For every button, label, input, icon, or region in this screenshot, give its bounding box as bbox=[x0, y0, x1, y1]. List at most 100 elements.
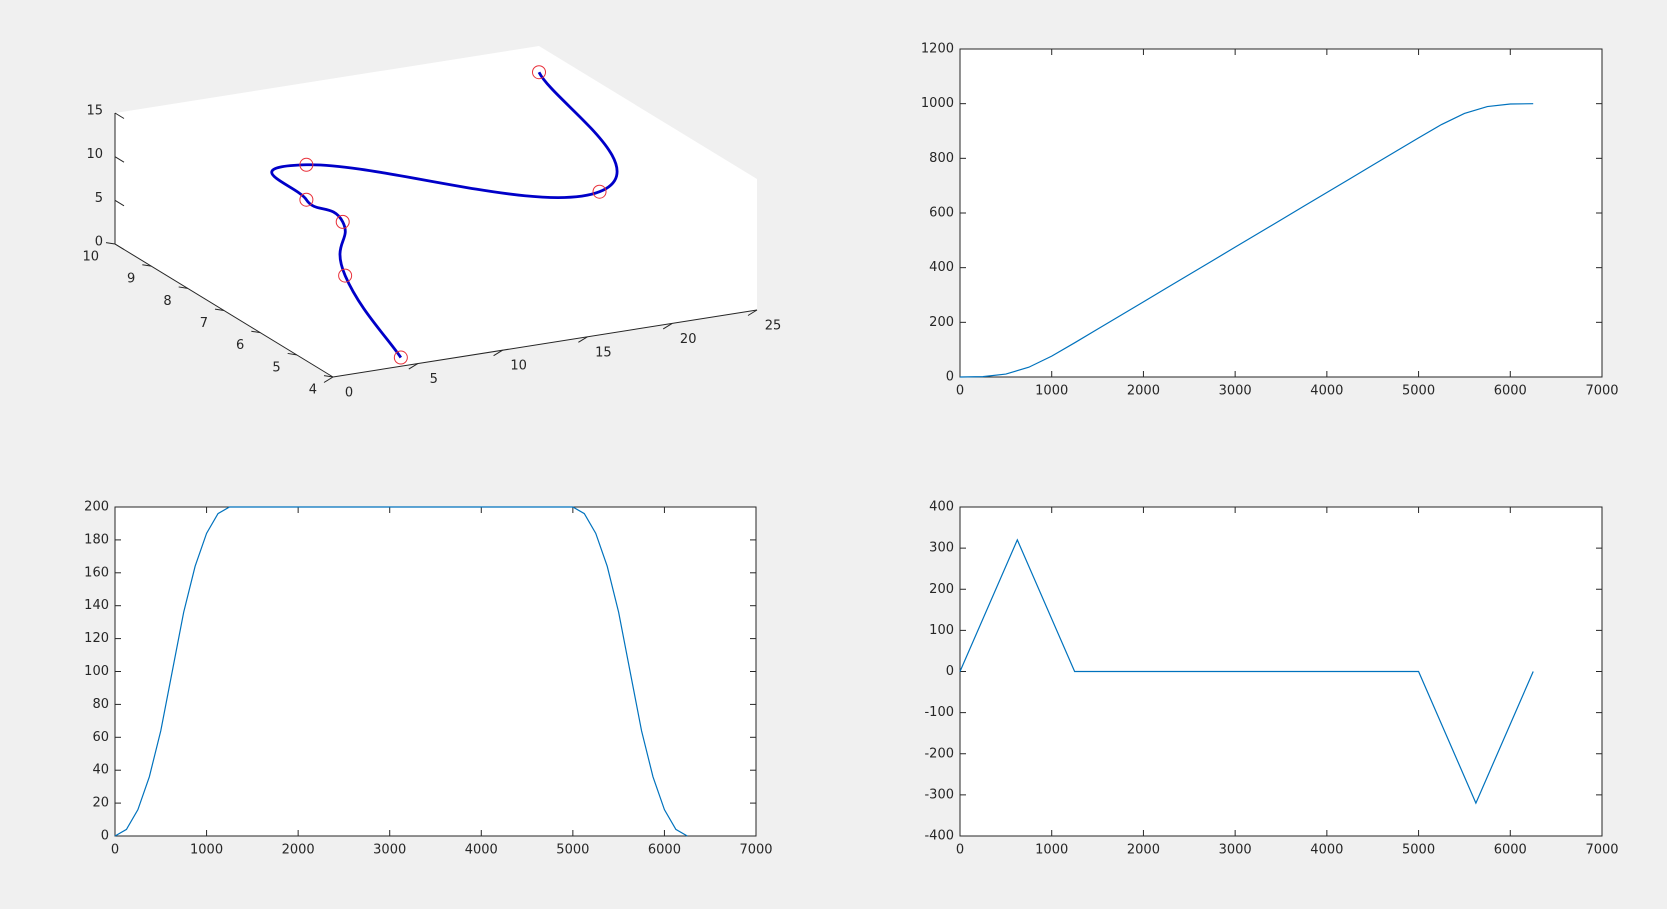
y-tick-label: 400 bbox=[929, 260, 954, 275]
y-tick-label: 6 bbox=[236, 338, 244, 353]
y-tick-label: 800 bbox=[929, 151, 954, 166]
x-tick-label: 6000 bbox=[1494, 843, 1527, 858]
x-tick-label: 10 bbox=[510, 359, 527, 374]
y-tick-label: 200 bbox=[929, 582, 954, 597]
z-tick-label: 0 bbox=[95, 235, 103, 250]
x-tick-label: 1000 bbox=[1035, 843, 1068, 858]
z-tick bbox=[114, 112, 125, 119]
x-tick bbox=[408, 363, 419, 370]
x-tick-label: 3000 bbox=[1219, 843, 1252, 858]
waypoint-marker bbox=[393, 350, 408, 365]
x-tick-label: 15 bbox=[595, 345, 612, 360]
x-tick-label: 4000 bbox=[1310, 843, 1343, 858]
x-tick-label: 7000 bbox=[1585, 384, 1618, 399]
y-tick-label: 400 bbox=[929, 500, 954, 515]
axis-line bbox=[332, 309, 758, 378]
x-tick-label: 2000 bbox=[282, 843, 315, 858]
x-tick-label: 1000 bbox=[190, 843, 223, 858]
x-tick-label: 6000 bbox=[1494, 384, 1527, 399]
z-tick bbox=[114, 243, 125, 250]
x-tick-label: 5000 bbox=[1402, 384, 1435, 399]
y-tick bbox=[105, 242, 116, 245]
y-tick bbox=[214, 308, 225, 311]
x-tick-label: 2000 bbox=[1127, 843, 1160, 858]
x-tick-label: 0 bbox=[956, 843, 964, 858]
x-tick-label: 1000 bbox=[1035, 384, 1068, 399]
y-tick-label: 600 bbox=[929, 206, 954, 221]
y-tick-label: 120 bbox=[84, 631, 109, 646]
x-tick-label: 6000 bbox=[648, 843, 681, 858]
data-line bbox=[959, 103, 1534, 378]
y-tick-label: -100 bbox=[924, 705, 954, 720]
axes-background bbox=[959, 48, 1603, 378]
y-tick-label: 1200 bbox=[921, 42, 954, 57]
x-tick-label: 0 bbox=[111, 843, 119, 858]
x-tick-label: 2000 bbox=[1127, 384, 1160, 399]
x-tick-label: 5 bbox=[430, 372, 438, 387]
data-line bbox=[114, 506, 688, 837]
y-tick-label: 140 bbox=[84, 598, 109, 613]
y-tick-label: 180 bbox=[84, 532, 109, 547]
waypoint-marker bbox=[299, 157, 314, 172]
x-tick-label: 3000 bbox=[1219, 384, 1252, 399]
x-tick-label: 4000 bbox=[1310, 384, 1343, 399]
x-tick bbox=[493, 349, 503, 357]
y-tick bbox=[142, 264, 152, 267]
y-tick-label: 60 bbox=[92, 730, 109, 745]
y-tick-label: 0 bbox=[101, 829, 109, 844]
z-tick bbox=[114, 156, 125, 163]
y-tick-label: 0 bbox=[946, 664, 954, 679]
y-tick bbox=[251, 330, 261, 334]
y-tick-label: 8 bbox=[163, 294, 171, 309]
y-tick-label: 80 bbox=[92, 697, 109, 712]
x-tick bbox=[662, 322, 673, 330]
z-tick-label: 15 bbox=[86, 104, 103, 119]
y-tick bbox=[178, 286, 188, 289]
axes-background bbox=[115, 46, 757, 377]
x-tick-label: 7000 bbox=[1585, 843, 1618, 858]
y-tick-label: 40 bbox=[92, 763, 109, 778]
y-tick-label: 300 bbox=[929, 541, 954, 556]
waypoint-marker bbox=[592, 184, 607, 199]
y-tick-label: -300 bbox=[924, 787, 954, 802]
x-tick bbox=[578, 336, 588, 343]
y-tick-label: 20 bbox=[92, 796, 109, 811]
x-tick bbox=[747, 309, 758, 316]
waypoint-marker bbox=[335, 214, 350, 229]
y-tick-label: -200 bbox=[924, 746, 954, 761]
x-tick-label: 0 bbox=[345, 386, 353, 401]
waypoint-marker bbox=[338, 268, 353, 283]
y-tick-label: -400 bbox=[924, 829, 954, 844]
x-tick-label: 7000 bbox=[739, 843, 772, 858]
trajectory-curve bbox=[270, 71, 619, 359]
y-tick-label: 200 bbox=[929, 315, 954, 330]
x-tick-label: 0 bbox=[956, 384, 964, 399]
y-tick-label: 4 bbox=[309, 383, 317, 398]
x-tick bbox=[323, 376, 334, 383]
y-tick-label: 200 bbox=[84, 500, 109, 515]
y-tick-label: 160 bbox=[84, 565, 109, 580]
y-tick-label: 100 bbox=[84, 664, 109, 679]
z-tick bbox=[114, 199, 125, 207]
y-tick-label: 0 bbox=[946, 370, 954, 385]
x-tick-label: 25 bbox=[765, 319, 782, 334]
x-tick-label: 20 bbox=[680, 332, 697, 347]
x-tick-label: 4000 bbox=[465, 843, 498, 858]
z-tick-label: 5 bbox=[95, 191, 103, 206]
x-tick-label: 5000 bbox=[1402, 843, 1435, 858]
x-tick-label: 3000 bbox=[373, 843, 406, 858]
y-tick bbox=[287, 352, 297, 356]
data-line bbox=[959, 538, 1534, 805]
y-tick-label: 9 bbox=[127, 272, 135, 287]
y-tick bbox=[323, 375, 334, 378]
axes-background bbox=[114, 506, 757, 837]
y-tick-label: 7 bbox=[200, 316, 208, 331]
y-tick-label: 1000 bbox=[921, 96, 954, 111]
x-tick-label: 5000 bbox=[556, 843, 589, 858]
waypoint-marker bbox=[532, 65, 546, 80]
y-tick-label: 5 bbox=[272, 360, 280, 375]
z-tick-label: 10 bbox=[86, 147, 103, 162]
waypoint-marker bbox=[299, 192, 314, 207]
